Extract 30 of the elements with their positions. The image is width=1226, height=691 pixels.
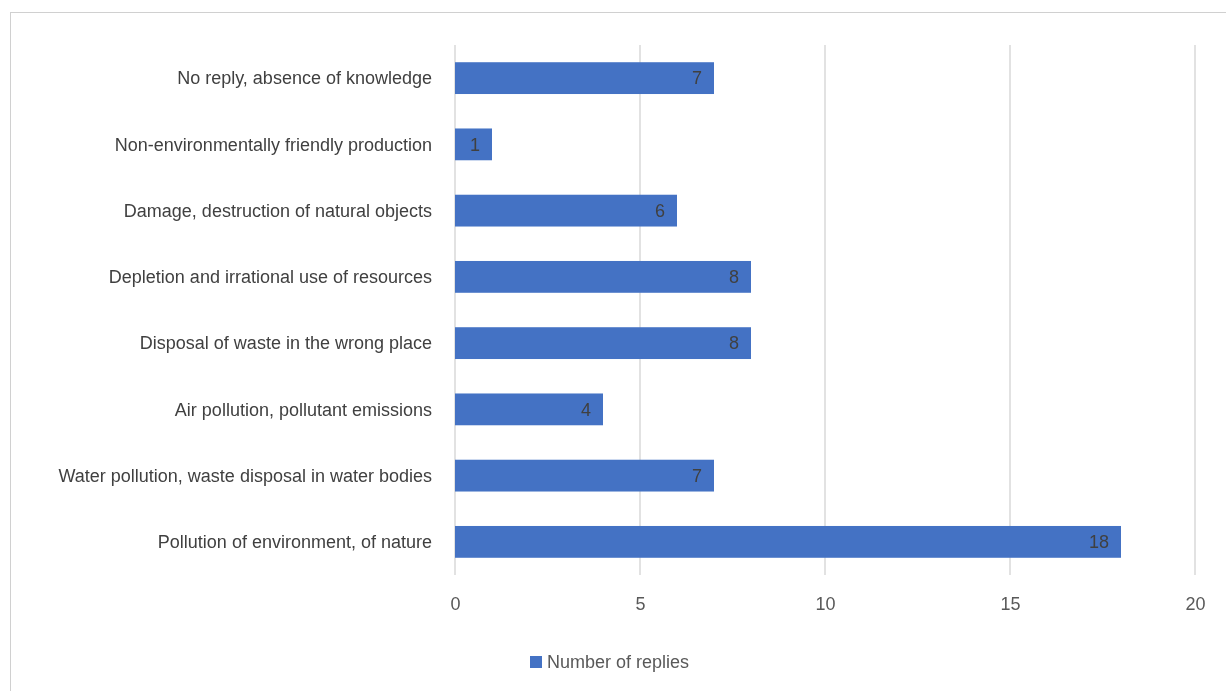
- y-tick-label: Non-environmentally friendly production: [114, 134, 432, 155]
- y-tick-label: Water pollution, waste disposal in water bodies: [58, 465, 432, 486]
- bar: [455, 393, 603, 426]
- data-label: 6: [654, 200, 665, 221]
- y-tick-label: Air pollution, pollutant emissions: [174, 399, 432, 420]
- y-tick-label: Pollution of environment, of nature: [157, 532, 432, 553]
- x-tick-label: 10: [815, 593, 836, 614]
- bar: [455, 128, 492, 161]
- data-label: 18: [1088, 532, 1109, 553]
- x-tick-label: 0: [450, 593, 461, 614]
- legend-label: Number of replies: [547, 652, 690, 673]
- x-tick-label: 5: [635, 593, 646, 614]
- data-label: 1: [469, 134, 480, 155]
- bar: [455, 62, 714, 95]
- data-label: 7: [691, 68, 702, 89]
- bar: [455, 194, 677, 227]
- x-tick-label: 20: [1185, 593, 1206, 614]
- bar: [455, 327, 751, 360]
- y-tick-label: Depletion and irrational use of resources: [108, 267, 432, 288]
- bar: [455, 459, 714, 492]
- data-label: 7: [691, 465, 702, 486]
- data-label: 8: [728, 333, 739, 354]
- y-tick-label: Disposal of waste in the wrong place: [139, 333, 432, 354]
- y-tick-label: No reply, absence of knowledge: [177, 68, 432, 89]
- y-tick-label: Damage, destruction of natural objects: [123, 200, 432, 221]
- bar: [455, 525, 1121, 558]
- x-tick-label: 15: [1000, 593, 1021, 614]
- data-label: 4: [580, 399, 591, 420]
- bar: [455, 260, 751, 293]
- data-label: 8: [728, 267, 739, 288]
